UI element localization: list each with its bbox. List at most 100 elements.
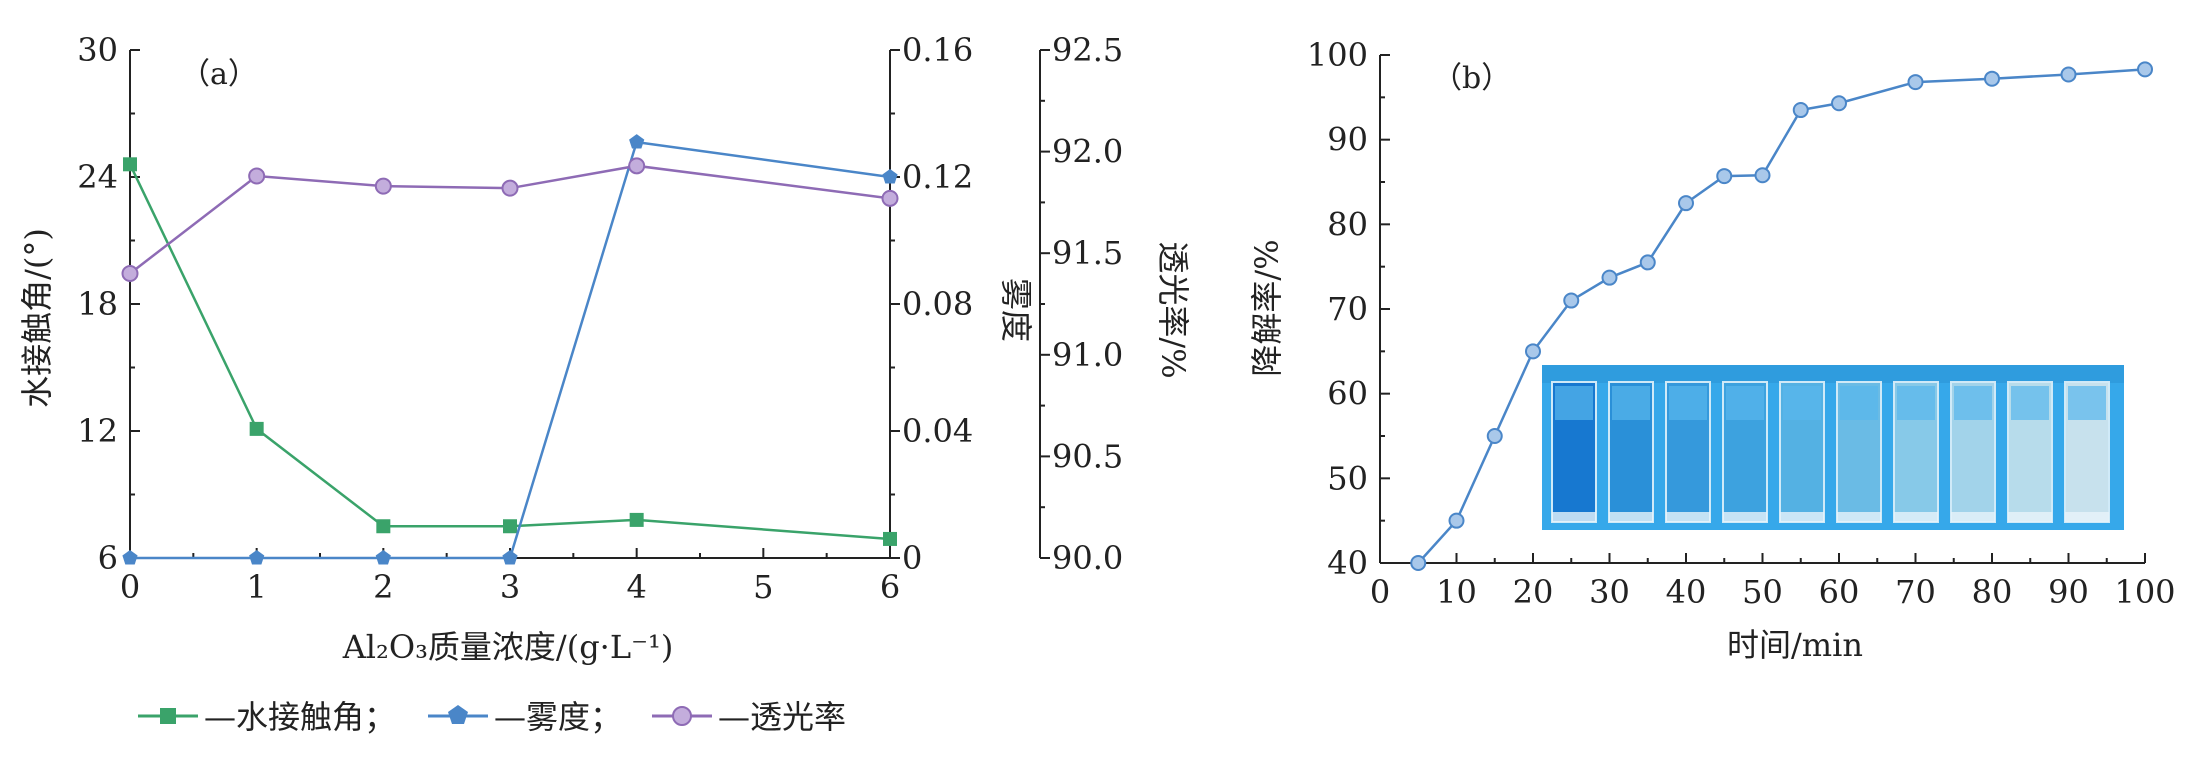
panel-b-y-axis-label: 降解率/% <box>1248 239 1286 376</box>
panel-a-right1-tick-label: 0.16 <box>902 31 973 69</box>
panel-a-x-tick-label: 1 <box>246 568 266 606</box>
cuvette-top <box>2068 386 2106 420</box>
panel-b-x-tick-label: 10 <box>1436 573 1477 611</box>
panel-a-right1-tick-label: 0.08 <box>902 285 973 323</box>
panel-a-right2-tick-label: 92.5 <box>1052 31 1123 69</box>
panel-b-x-tick-label: 40 <box>1666 573 1707 611</box>
data-point-degradation <box>1639 254 1656 271</box>
legend-item-haze: —雾度； <box>428 698 622 736</box>
panel-b-y-tick-label: 80 <box>1327 205 1368 243</box>
series-line-0 <box>128 163 891 541</box>
cuvette-base <box>1666 512 1710 522</box>
panel-b-x-tick-label: 0 <box>1370 573 1390 611</box>
panel-a-right1-tick-label: 0.12 <box>902 158 973 196</box>
panel-a-x-tick-label: 0 <box>120 568 140 606</box>
cuvette-top <box>2011 386 2049 420</box>
data-point-transmittance <box>121 265 139 283</box>
data-point-contact-angle <box>629 512 644 527</box>
data-point-contact-angle <box>249 421 264 436</box>
cuvette-base <box>1894 512 1938 522</box>
legend-label-transmittance: —透光率 <box>718 698 846 736</box>
data-point-degradation <box>1907 74 1924 91</box>
panel-a-right2-tick-label: 91.5 <box>1052 234 1123 272</box>
data-point-degradation <box>1984 70 2000 87</box>
degradation-line <box>1417 68 2146 564</box>
cuvette-top <box>1726 386 1764 420</box>
panel-a-left-axis-label: 水接触角/(°) <box>18 228 56 408</box>
data-point-degradation <box>1716 168 1733 185</box>
panel-b-label: （b） <box>1432 61 1511 96</box>
panel-b-y-tick-label: 60 <box>1327 375 1368 413</box>
data-point-degradation <box>1678 195 1694 212</box>
panel-a-right2-tick-label: 90.5 <box>1052 437 1123 475</box>
cuvette-base <box>1552 512 1596 522</box>
panel-b: 0 10 20 30 40 50 60 70 80 90 100 40 50 60 70 80 90 100 （b… <box>1248 36 2176 664</box>
cuvette-top <box>1897 386 1935 420</box>
data-point-transmittance <box>628 157 646 175</box>
data-point-haze <box>882 169 898 184</box>
panel-b-x-tick-label: 70 <box>1895 573 1936 611</box>
panel-b-series <box>1410 61 2153 571</box>
data-point-degradation <box>1792 102 1809 119</box>
panel-a-axes: 0 1 2 3 4 5 661218243000.040.080.120.1690.090.… <box>77 31 1123 606</box>
data-point-contact-angle <box>123 157 137 172</box>
panel-b-y-tick-label: 40 <box>1327 544 1368 582</box>
panel-b-y-tick-label: 70 <box>1327 290 1368 328</box>
data-point-haze <box>122 550 138 565</box>
legend-item-transmittance: —透光率 <box>652 698 846 736</box>
legend-item-contact-angle: —水接触角； <box>138 698 396 736</box>
cuvette-base <box>1837 512 1881 522</box>
panel-a-left-tick-label: 30 <box>77 31 118 69</box>
data-point-haze <box>249 550 265 565</box>
data-point-contact-angle <box>883 531 897 546</box>
panel-a-label: （a） <box>180 57 258 92</box>
cuvette-photo-inset <box>1542 365 2124 530</box>
panel-a-left-tick-label: 18 <box>77 285 118 323</box>
panel-b-y-tick-label: 50 <box>1327 459 1368 497</box>
data-point-haze <box>502 550 518 565</box>
legend-label-contact-angle: —水接触角； <box>204 698 396 736</box>
data-point-degradation <box>1831 95 1847 112</box>
series-line-2 <box>129 164 891 275</box>
panel-b-x-tick-label: 80 <box>1972 573 2013 611</box>
data-point-contact-angle <box>503 519 517 534</box>
data-point-haze <box>375 550 391 565</box>
legend-label-haze: —雾度； <box>494 698 622 736</box>
panel-b-y-tick-label: 100 <box>1307 36 1368 74</box>
panel-a-right2-tick-label: 90.0 <box>1052 539 1123 577</box>
panel-b-x-tick-label: 60 <box>1819 573 1860 611</box>
data-point-degradation <box>1525 343 1541 360</box>
panel-a-x-axis-label: Al₂O₃质量浓度/(g·L⁻¹) <box>342 628 674 666</box>
cuvette-top <box>1954 386 1992 420</box>
panel-b-x-tick-label: 30 <box>1589 573 1630 611</box>
cuvette-base <box>2065 512 2109 522</box>
data-point-degradation <box>2060 66 2077 83</box>
panel-a-x-tick-label: 3 <box>500 568 520 606</box>
panel-b-axes: 0 10 20 30 40 50 60 70 80 90 100 40 50 60 70 80 90 100 <box>1307 36 2176 611</box>
panel-a-x-tick-label: 4 <box>626 568 646 606</box>
data-point-degradation <box>2137 61 2153 78</box>
panel-a-left-tick-label: 12 <box>77 412 118 450</box>
panel-b-x-tick-label: 50 <box>1742 573 1783 611</box>
panel-a-x-tick-label: 2 <box>373 568 393 606</box>
panel-a-x-tick-label: 6 <box>880 568 900 606</box>
data-point-degradation <box>1486 428 1503 444</box>
panel-a-x-tick-label: 5 <box>753 568 773 606</box>
cuvette-top <box>1783 386 1821 420</box>
cuvette-top <box>1669 386 1707 420</box>
panel-b-x-tick-label: 90 <box>2048 573 2089 611</box>
data-point-transmittance <box>501 179 519 197</box>
panel-a-left-tick-label: 24 <box>77 158 118 196</box>
panel-a-right2-tick-label: 92.0 <box>1052 133 1123 171</box>
panel-a-legend: —水接触角； —雾度； —透光率 <box>138 698 846 736</box>
cuvette-top <box>1840 386 1878 420</box>
cuvette-base <box>1780 512 1824 522</box>
series-line-1 <box>130 140 891 560</box>
panel-b-y-tick-label: 90 <box>1327 121 1368 159</box>
data-point-degradation <box>1601 269 1618 286</box>
panel-a-series <box>121 134 899 565</box>
panel-a-right2-tick-label: 91.0 <box>1052 336 1123 374</box>
cuvette-top <box>1612 386 1650 420</box>
panel-a: 0 1 2 3 4 5 661218243000.040.080.120.1690.090.… <box>18 31 1192 736</box>
